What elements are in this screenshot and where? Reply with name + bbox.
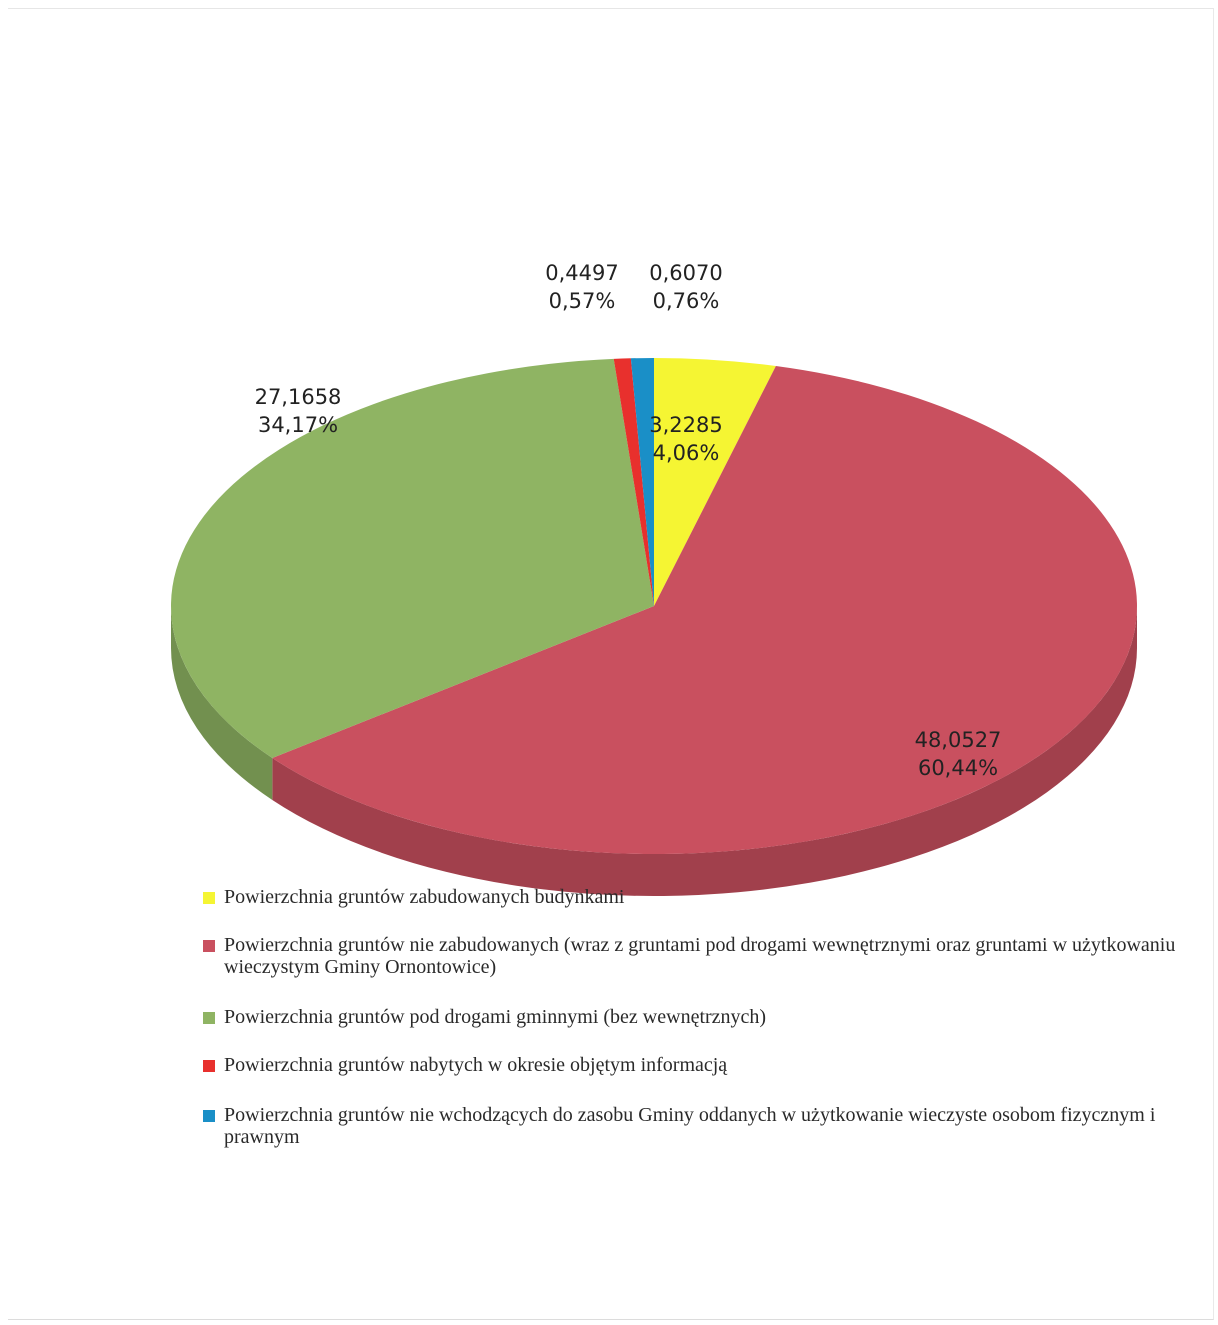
data-label-percent-2: 34,17% — [258, 413, 338, 437]
data-label-percent-3: 0,57% — [549, 289, 616, 313]
data-label-value-0: 3,2285 — [649, 413, 722, 437]
legend-item-1: Powierzchnia gruntów nie zabudowanych (w… — [200, 934, 1190, 978]
data-label-percent-1: 60,44% — [918, 756, 998, 780]
pie-slice-0 — [654, 358, 776, 606]
data-label-value-2: 27,1658 — [255, 385, 342, 409]
data-label-percent-4: 0,76% — [653, 289, 720, 313]
legend-label-4: Powierzchnia gruntów nie wchodzących do … — [224, 1104, 1156, 1148]
pie-slice-4 — [630, 358, 654, 606]
legend-item-3: Powierzchnia gruntów nabytych w okresie … — [200, 1054, 1190, 1076]
pie-slice-1 — [272, 366, 1137, 855]
legend-label-1: Powierzchnia gruntów nie zabudowanych (w… — [224, 934, 1176, 978]
pie-side-2 — [171, 606, 273, 800]
legend-swatch-1 — [203, 940, 215, 952]
data-label-value-4: 0,6070 — [649, 261, 722, 285]
legend-swatch-3 — [203, 1060, 215, 1072]
legend-label-2: Powierzchnia gruntów pod drogami gminnym… — [224, 1006, 767, 1028]
data-label-value-3: 0,4497 — [545, 261, 618, 285]
chart-frame — [8, 8, 1214, 1320]
legend-label-0: Powierzchnia gruntów zabudowanych budynk… — [224, 886, 625, 908]
data-label-value-1: 48,0527 — [915, 728, 1002, 752]
legend-swatch-2 — [203, 1012, 215, 1024]
legend-item-2: Powierzchnia gruntów pod drogami gminnym… — [200, 1006, 1190, 1028]
legend-item-0: Powierzchnia gruntów zabudowanych budynk… — [200, 886, 1190, 908]
chart-legend: Powierzchnia gruntów zabudowanych budynk… — [200, 886, 1190, 1148]
legend-item-4: Powierzchnia gruntów nie wchodzących do … — [200, 1104, 1190, 1148]
legend-label-3: Powierzchnia gruntów nabytych w okresie … — [224, 1054, 728, 1076]
pie-slice-2 — [171, 358, 654, 758]
pie-side-1 — [272, 606, 1137, 896]
data-label-percent-0: 4,06% — [653, 441, 720, 465]
legend-swatch-0 — [203, 892, 215, 904]
pie-slice-3 — [613, 358, 654, 606]
legend-swatch-4 — [203, 1110, 215, 1122]
